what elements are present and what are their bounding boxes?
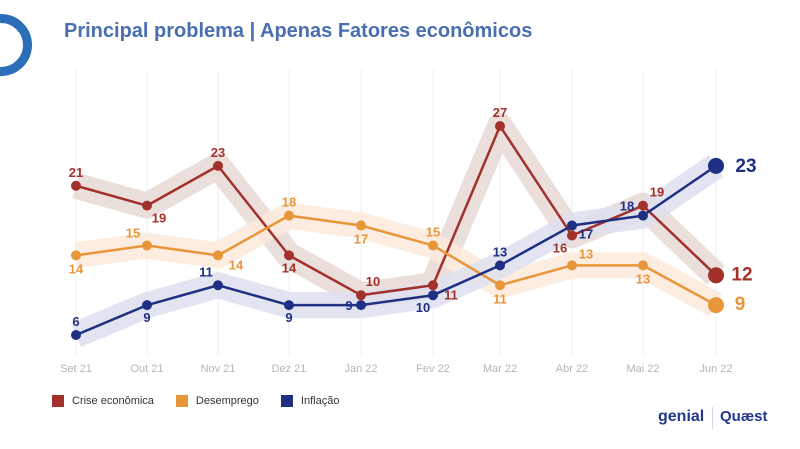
x-tick-label: Nov 21 (201, 363, 236, 375)
data-point (428, 280, 438, 291)
data-label: 9 (285, 310, 292, 325)
legend-label: Inflação (300, 395, 340, 407)
data-label: 23 (735, 156, 756, 177)
data-label: 14 (282, 260, 297, 275)
data-point (428, 290, 438, 301)
data-point (213, 250, 223, 261)
x-tick-label: Abr 22 (556, 363, 588, 375)
data-point (142, 200, 152, 211)
data-point (638, 210, 648, 221)
data-label: 10 (366, 274, 380, 289)
quaest-logo: Quæst (720, 408, 768, 425)
data-point (495, 280, 505, 291)
data-point (495, 121, 505, 132)
brand-circle-logo (0, 14, 32, 76)
data-point (638, 200, 648, 211)
data-label: 9 (735, 294, 746, 315)
data-point (567, 220, 577, 231)
legend-item-desemprego: Desemprego (175, 395, 259, 407)
legend-item-inflacao: Inflação (280, 395, 340, 407)
data-label: 14 (69, 261, 84, 276)
data-point (428, 240, 438, 251)
data-point (356, 290, 366, 301)
x-tick-label: Jan 22 (344, 363, 377, 375)
data-label: 27 (493, 105, 507, 120)
data-point (708, 157, 724, 174)
data-label: 13 (579, 246, 593, 261)
data-label: 13 (636, 271, 650, 286)
data-label: 15 (126, 225, 140, 240)
data-label: 6 (72, 314, 79, 329)
x-tick-label: Out 21 (130, 363, 163, 375)
data-label: 17 (579, 227, 593, 242)
legend-label: Desemprego (195, 395, 259, 407)
series-line (75, 214, 717, 307)
x-tick-label: Dez 21 (272, 363, 307, 375)
data-label: 19 (650, 185, 664, 200)
data-point (213, 160, 223, 171)
legend-swatch (280, 395, 293, 407)
data-label: 14 (229, 257, 244, 272)
x-tick-label: Jun 22 (699, 363, 732, 375)
legend: Crise econômica Desemprego Inflação (52, 395, 339, 407)
data-label: 9 (143, 310, 150, 325)
data-point (356, 220, 366, 231)
x-tick-label: Set 21 (60, 363, 92, 375)
data-label: 13 (493, 244, 507, 259)
data-point (71, 180, 81, 191)
data-point (638, 260, 648, 271)
logo-divider (712, 407, 713, 429)
data-label: 10 (416, 300, 430, 315)
data-label: 17 (354, 232, 368, 247)
data-label: 19 (152, 211, 166, 226)
data-label: 12 (731, 264, 752, 285)
data-label: 18 (282, 195, 296, 210)
data-point (71, 330, 81, 340)
x-tick-label: Mai 22 (626, 363, 659, 375)
data-label: 15 (426, 224, 440, 239)
data-point (71, 250, 81, 261)
data-label: 11 (444, 287, 458, 302)
x-tick-label: Fev 22 (416, 363, 450, 375)
genial-logo: genial (658, 408, 705, 425)
data-label: 23 (211, 145, 225, 160)
data-point (567, 230, 577, 241)
legend-swatch (52, 395, 64, 407)
data-label: 18 (620, 199, 634, 214)
data-point (495, 260, 505, 271)
legend-label: Crise econômica (72, 395, 154, 407)
data-point (708, 267, 724, 284)
data-point (567, 260, 577, 271)
data-label: 21 (69, 165, 83, 180)
data-point (284, 300, 294, 311)
legend-swatch (175, 395, 188, 407)
data-point (284, 250, 294, 261)
chart-title: Principal problema | Apenas Fatores econ… (64, 20, 533, 42)
data-point (708, 297, 724, 314)
data-point (142, 240, 152, 251)
data-label: 11 (199, 264, 213, 279)
data-point (142, 300, 152, 311)
data-label: 9 (345, 298, 352, 313)
data-point (284, 210, 294, 221)
data-label: 16 (553, 241, 567, 256)
data-point (356, 300, 366, 311)
series-line (75, 164, 717, 337)
data-label: 11 (493, 291, 507, 306)
x-tick-label: Mar 22 (483, 363, 517, 375)
data-point (213, 280, 223, 291)
legend-item-crise: Crise econômica (52, 395, 154, 407)
